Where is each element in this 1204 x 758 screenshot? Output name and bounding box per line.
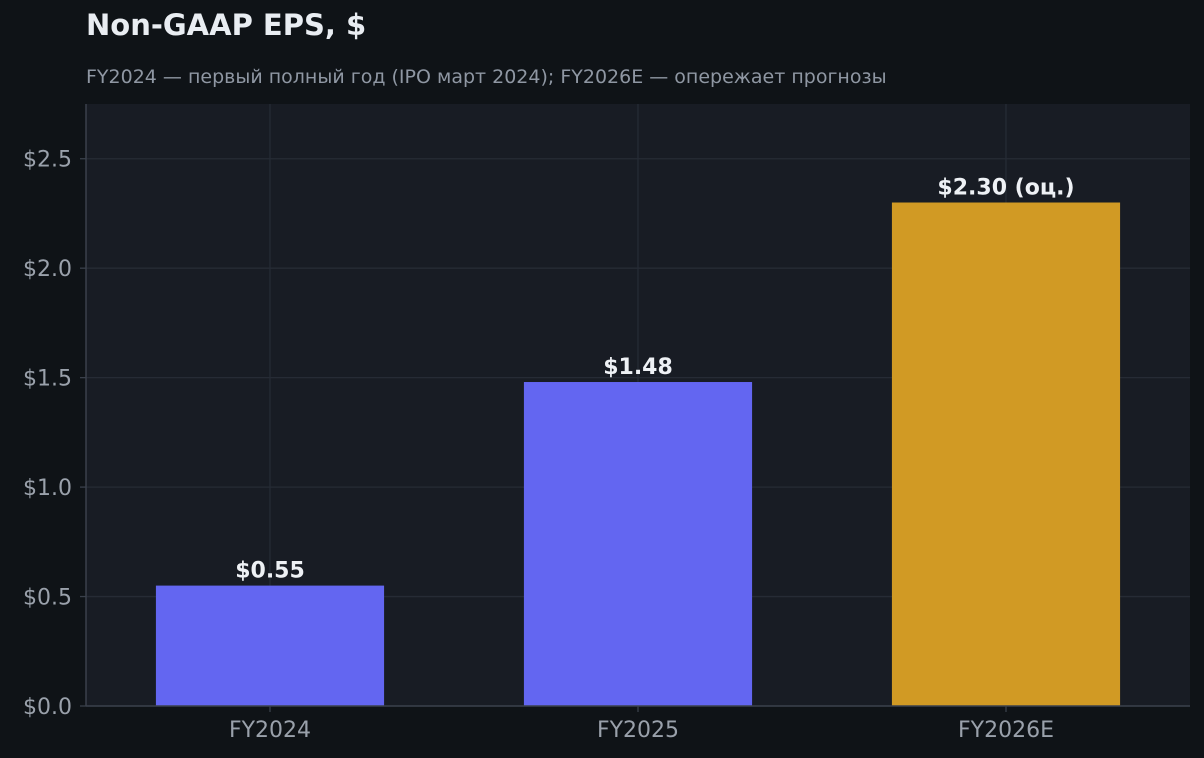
chart-subtitle: FY2024 — первый полный год (IPO март 202… [86,66,887,88]
y-tick-label: $2.5 [23,148,72,173]
x-tick-label: FY2025 [597,718,679,743]
y-tick-label: $1.0 [23,476,72,501]
data-label: $0.55 [235,559,305,584]
y-tick-label: $1.5 [23,367,72,392]
x-tick-label: FY2024 [229,718,311,743]
chart-title: Non-GAAP EPS, $ [86,8,367,42]
x-tick-label: FY2026E [958,718,1054,743]
data-label: $1.48 [603,355,673,380]
bar-fy2025 [523,382,753,706]
y-tick-label: $2.0 [23,257,72,282]
bar-fy2024 [155,585,385,706]
y-tick-label: $0.5 [23,586,72,611]
y-tick-label: $0.0 [23,695,72,720]
bar-fy2026e [891,202,1121,706]
data-label: $2.30 (оц.) [937,176,1074,201]
